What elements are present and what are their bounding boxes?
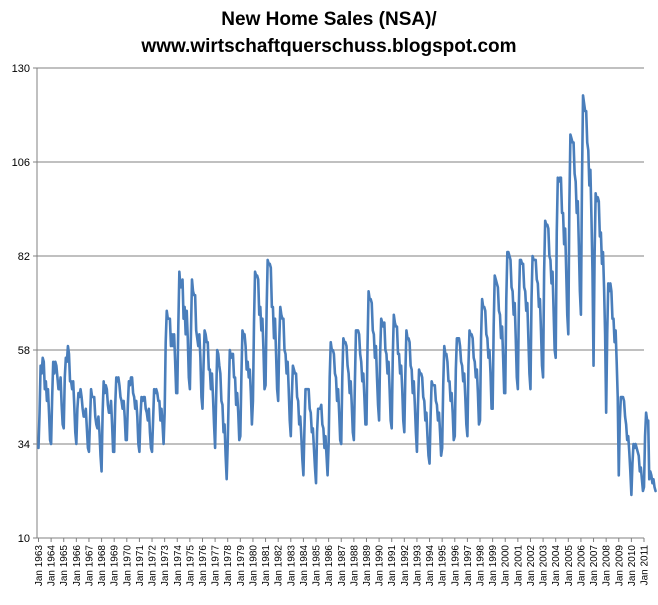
x-tick-label: Jan 1984 xyxy=(299,545,310,587)
x-tick-label: Jan 1996 xyxy=(450,545,461,587)
x-axis: Jan 1963 Jan 1964 Jan 1965 Jan 1966 Jan 1967… xyxy=(34,537,651,587)
x-tick-label: Jan 1980 xyxy=(248,545,259,587)
y-tick-label: 130 xyxy=(12,63,30,75)
x-tick-label: Jan 2004 xyxy=(551,545,562,587)
x-tick-label: Jan 1968 xyxy=(97,545,108,587)
y-tick-label: 82 xyxy=(18,251,30,263)
x-tick-label: Jan 1974 xyxy=(173,545,184,587)
x-tick-label: Jan 2000 xyxy=(501,545,512,587)
x-tick-label: Jan 2009 xyxy=(614,545,625,587)
x-tick-label: Jan 1990 xyxy=(375,545,386,587)
x-tick-label: Jan 1982 xyxy=(274,545,285,587)
x-tick-label: Jan 1997 xyxy=(463,545,474,587)
x-tick-label: Jan 1995 xyxy=(438,545,449,587)
x-tick-label: Jan 1977 xyxy=(211,545,222,587)
chart-title-line2: www.wirtschaftquerschuss.blogspot.com xyxy=(141,36,517,57)
x-tick-label: Jan 1975 xyxy=(185,545,196,587)
x-tick-label: Jan 2001 xyxy=(513,545,524,587)
x-tick-label: Jan 1976 xyxy=(198,545,209,587)
x-tick-label: Jan 2008 xyxy=(602,545,613,587)
x-tick-label: Jan 2006 xyxy=(576,545,587,587)
x-tick-label: Jan 1988 xyxy=(349,545,360,587)
x-tick-label: Jan 1987 xyxy=(337,545,348,587)
x-tick-label: Jan 1964 xyxy=(47,545,58,587)
x-tick-label: Jan 1998 xyxy=(476,545,487,587)
x-tick-label: Jan 1969 xyxy=(110,545,121,587)
x-tick-label: Jan 1989 xyxy=(362,545,373,587)
x-tick-label: Jan 1972 xyxy=(148,545,159,587)
x-tick-label: Jan 1999 xyxy=(488,545,499,587)
x-tick-label: Jan 2010 xyxy=(627,545,638,587)
x-tick-label: Jan 1991 xyxy=(387,545,398,587)
y-tick-label: 58 xyxy=(18,345,30,357)
series-line xyxy=(37,94,657,497)
x-tick-label: Jan 1978 xyxy=(223,545,234,587)
y-tick-label: 10 xyxy=(18,533,30,545)
x-tick-label: Jan 2005 xyxy=(564,545,575,587)
x-tick-label: Jan 1985 xyxy=(312,545,323,587)
chart-title-line1: New Home Sales (NSA)/ xyxy=(221,9,437,30)
x-tick-label: Jan 1993 xyxy=(412,545,423,587)
x-tick-label: Jan 1973 xyxy=(160,545,171,587)
x-tick-label: Jan 2011 xyxy=(640,545,651,586)
x-tick-label: Jan 1983 xyxy=(286,545,297,587)
x-tick-label: Jan 1971 xyxy=(135,545,146,587)
y-axis: 10 34 58 82 106 130 xyxy=(12,63,38,545)
y-tick-label: 106 xyxy=(12,157,30,169)
x-tick-label: Jan 1963 xyxy=(34,545,45,587)
x-tick-label: Jan 1981 xyxy=(261,545,272,587)
y-tick-label: 34 xyxy=(18,439,30,451)
x-tick-label: Jan 1992 xyxy=(400,545,411,587)
x-tick-label: Jan 1966 xyxy=(72,545,83,587)
x-tick-label: Jan 1994 xyxy=(425,545,436,587)
x-tick-label: Jan 1986 xyxy=(324,545,335,587)
x-tick-label: Jan 2003 xyxy=(539,545,550,587)
x-tick-label: Jan 1967 xyxy=(84,545,95,587)
x-tick-label: Jan 2007 xyxy=(589,545,600,587)
x-tick-label: Jan 2002 xyxy=(526,545,537,587)
x-tick-label: Jan 1970 xyxy=(122,545,133,587)
x-tick-label: Jan 1965 xyxy=(59,545,70,587)
plot-area xyxy=(37,94,657,497)
x-tick-label: Jan 1979 xyxy=(236,545,247,587)
